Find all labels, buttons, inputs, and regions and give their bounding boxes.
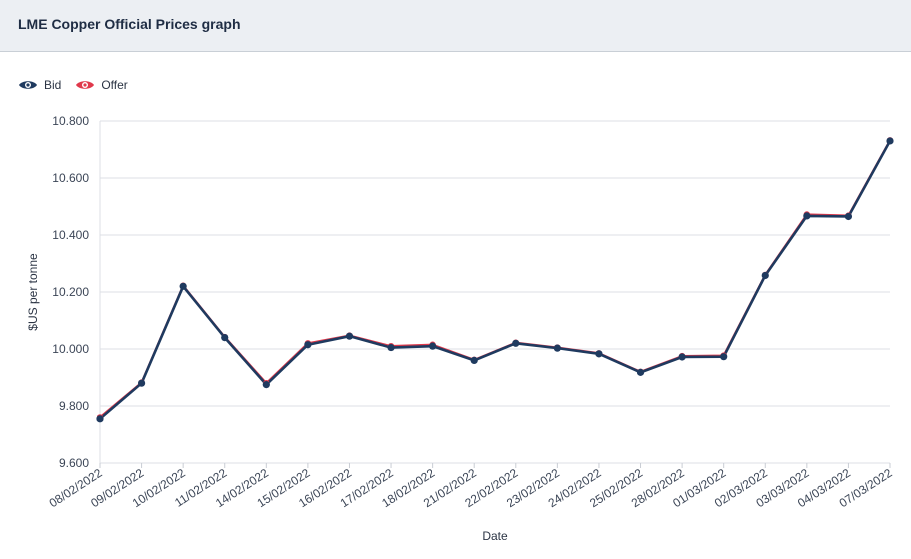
data-point-bid[interactable] (553, 344, 561, 352)
data-point-bid[interactable] (595, 350, 603, 358)
y-tick-label: 9.600 (59, 456, 89, 470)
data-point-bid[interactable] (179, 282, 187, 290)
data-point-bid[interactable] (678, 353, 686, 361)
data-point-bid[interactable] (345, 332, 354, 340)
data-point-bid[interactable] (137, 379, 146, 387)
data-point-bid[interactable] (470, 356, 478, 364)
y-axis-title: $US per tonne (26, 253, 40, 331)
eye-icon (19, 81, 37, 89)
legend-item-bid[interactable]: Bid (18, 78, 61, 92)
legend-label-offer: Offer (101, 78, 128, 92)
y-tick-label: 10.200 (52, 285, 89, 299)
legend: Bid Offer (18, 76, 142, 94)
chart-title: LME Copper Official Prices graph (18, 16, 241, 32)
y-tick-label: 10.400 (52, 228, 89, 242)
y-tick-label: 10.800 (52, 114, 89, 128)
panel-header: LME Copper Official Prices graph (0, 0, 911, 52)
data-point-bid[interactable] (262, 381, 270, 389)
y-tick-label: 10.600 (52, 171, 89, 185)
data-point-bid[interactable] (803, 212, 811, 220)
x-axis-title: Date (482, 529, 508, 543)
legend-item-offer[interactable]: Offer (75, 78, 128, 92)
data-point-bid[interactable] (720, 353, 728, 361)
eye-icon (76, 81, 95, 89)
data-point-bid[interactable] (304, 341, 312, 349)
data-point-bid[interactable] (429, 342, 437, 350)
data-point-bid[interactable] (96, 415, 104, 423)
series-line-bid (99, 140, 892, 420)
legend-label-bid: Bid (44, 78, 62, 92)
data-point-bid[interactable] (636, 368, 645, 376)
data-point-bid[interactable] (844, 212, 853, 221)
data-point-bid[interactable] (886, 137, 894, 145)
data-point-bid[interactable] (221, 334, 229, 342)
y-tick-label: 9.800 (59, 399, 89, 413)
series-line-offer (99, 139, 891, 419)
y-tick-label: 10.000 (52, 342, 89, 356)
data-point-bid[interactable] (512, 339, 520, 347)
data-point-bid[interactable] (387, 343, 395, 352)
data-point-bid[interactable] (761, 271, 769, 280)
